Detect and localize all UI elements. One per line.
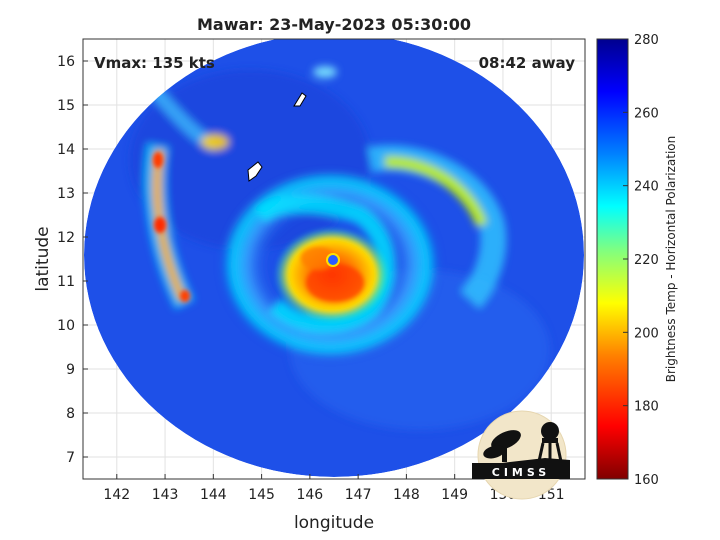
- colorbar: [596, 38, 629, 480]
- vmax-annotation: Vmax: 135 kts: [94, 54, 215, 72]
- figure-title: Mawar: 23-May-2023 05:30:00: [197, 15, 471, 34]
- cimss-logo: CIMSS: [472, 410, 570, 500]
- colorbar-tick-label: 160: [634, 473, 659, 488]
- y-tick-label: 16: [57, 54, 75, 70]
- y-tick-label: 8: [66, 406, 75, 422]
- island-rota: [293, 92, 307, 107]
- colorbar-tick-label: 180: [634, 400, 659, 415]
- colorbar-tick-label: 240: [634, 180, 659, 195]
- x-tick-label: 149: [441, 487, 468, 503]
- storm-eye: [326, 253, 340, 267]
- colorbar-tick-label: 200: [634, 326, 659, 341]
- x-axis-label: longitude: [294, 513, 374, 533]
- x-tick-label: 148: [393, 487, 420, 503]
- cimss-logo-text: CIMSS: [492, 466, 550, 479]
- y-tick-label: 11: [57, 274, 75, 290]
- plot-frame: [82, 38, 586, 480]
- x-tick-label: 143: [152, 487, 179, 503]
- colorbar-tick-label: 280: [634, 33, 659, 48]
- x-tick-label: 146: [296, 487, 323, 503]
- colorbar-ticks: 160 180 200 220 240 260 280: [623, 33, 659, 488]
- island-guam: [247, 161, 263, 182]
- colorbar-label: Brightness Temp - Horizontal Polarizatio…: [664, 136, 678, 383]
- x-tick-label: 142: [103, 487, 130, 503]
- x-tick-label: 147: [345, 487, 372, 503]
- y-tick-label: 10: [57, 318, 75, 334]
- y-tick-label: 7: [66, 450, 75, 466]
- colorbar-tick-label: 260: [634, 106, 659, 121]
- time-away-annotation: 08:42 away: [479, 54, 576, 72]
- x-axis-ticks: 142143144145146147148149150151: [103, 474, 565, 503]
- y-tick-label: 15: [57, 98, 75, 114]
- y-tick-label: 14: [57, 142, 75, 158]
- y-axis-ticks: 7 8 9 10 11 12 13 14 15 16: [57, 54, 88, 466]
- y-tick-label: 12: [57, 230, 75, 246]
- x-tick-label: 145: [248, 487, 275, 503]
- y-axis-label: latitude: [33, 226, 53, 291]
- y-tick-label: 9: [66, 362, 75, 378]
- y-tick-label: 13: [57, 186, 75, 202]
- colorbar-tick-label: 220: [634, 253, 659, 268]
- microwave-swath: [84, 39, 584, 477]
- x-tick-label: 144: [200, 487, 227, 503]
